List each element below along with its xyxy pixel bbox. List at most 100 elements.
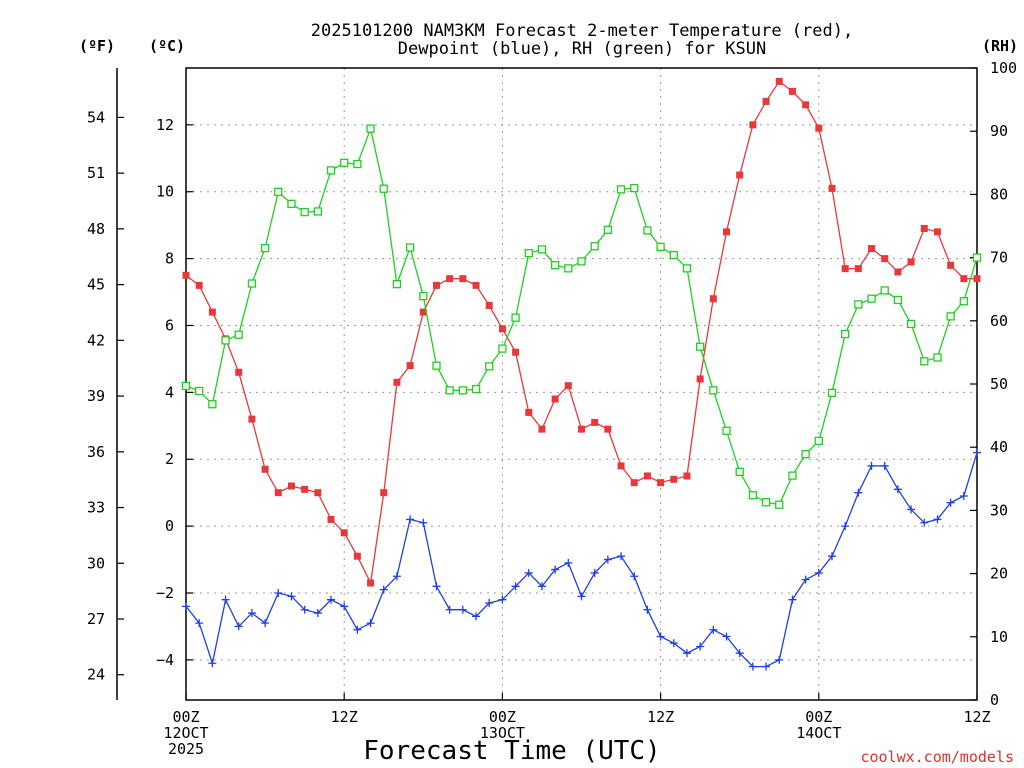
x-tick-label: 13OCT — [480, 724, 525, 742]
celsius-tick-label: 6 — [165, 316, 174, 334]
dewpoint-point — [208, 659, 217, 668]
dewpoint-point — [353, 625, 362, 634]
celsius-tick-label: 0 — [165, 517, 174, 535]
x-tick-label: 00Z — [489, 708, 516, 726]
rh-point — [748, 491, 758, 500]
dewpoint-point — [748, 662, 757, 671]
rh-point — [775, 500, 784, 509]
rh-point — [630, 183, 639, 193]
rh-point — [300, 207, 309, 217]
rh-point — [181, 381, 191, 391]
celsius-tick-label: −2 — [156, 584, 174, 602]
rh-point — [906, 319, 916, 329]
rh-tick-label: 40 — [990, 438, 1008, 456]
2-meter-temperature-point — [327, 515, 335, 523]
2-meter-temperature-point — [960, 275, 968, 283]
2-meter-temperature-point — [314, 489, 322, 497]
rh-point — [511, 313, 520, 322]
rh-point — [287, 199, 296, 209]
dewpoint-point — [867, 461, 876, 470]
rh-point — [260, 243, 270, 253]
data-series — [181, 77, 982, 671]
rh-tick-label: 60 — [990, 312, 1008, 330]
rh-line — [185, 126, 978, 506]
rh-point — [656, 242, 665, 252]
2-meter-temperature-point — [432, 281, 440, 289]
rh-point — [313, 207, 322, 216]
x-axis-label: Forecast Time (UTC) — [363, 736, 660, 766]
rh-point — [274, 187, 283, 197]
celsius-tick-label: 4 — [165, 383, 174, 401]
rh-point — [959, 297, 968, 306]
rh-point — [340, 158, 349, 167]
rh-point — [366, 124, 375, 133]
dewpoint-point — [920, 518, 929, 527]
fahrenheit-tick-label: 54 — [87, 108, 105, 126]
rh-point — [946, 312, 955, 321]
2-meter-temperature-point — [881, 255, 889, 263]
rh-point — [801, 450, 810, 459]
2-meter-temperature-point — [762, 97, 770, 105]
2-meter-temperature-point — [182, 271, 190, 279]
2-meter-temperature-point — [419, 308, 427, 316]
2-meter-temperature-point — [235, 368, 243, 376]
dewpoint-point — [735, 649, 744, 658]
rh-point — [432, 361, 441, 370]
dewpoint-point — [893, 485, 902, 494]
2-meter-temperature-point — [894, 268, 902, 276]
2-meter-temperature-point — [287, 482, 295, 490]
rh-tick-label: 20 — [990, 565, 1008, 583]
rh-point — [458, 386, 468, 395]
rh-point — [485, 362, 494, 371]
fahrenheit-tick-label: 45 — [87, 276, 105, 294]
dewpoint-point — [498, 595, 507, 604]
rh-point — [854, 300, 863, 309]
axes — [116, 67, 978, 701]
2-meter-temperature-point — [564, 382, 572, 390]
2-meter-temperature-point — [512, 348, 520, 356]
2-meter-temperature-point — [973, 275, 981, 283]
dewpoint-point — [261, 619, 270, 628]
dewpoint-point — [669, 639, 678, 648]
rh-point — [471, 384, 481, 394]
dewpoint-point — [182, 602, 190, 611]
rh-tick-label: 100 — [990, 59, 1017, 77]
dewpoint-point — [959, 492, 968, 501]
rh-point — [221, 336, 230, 345]
rh-point — [643, 226, 652, 235]
dewpoint-point — [419, 518, 428, 527]
rh-point — [234, 330, 243, 339]
dewpoint-line — [185, 452, 978, 668]
2-meter-temperature-point — [920, 225, 928, 233]
rh-tick-label: 70 — [990, 249, 1008, 267]
fahrenheit-unit-label: (ºF) — [79, 37, 115, 55]
dewpoint-point — [458, 605, 467, 614]
rh-tick-label: 80 — [990, 185, 1008, 203]
2-meter-temperature-point — [802, 101, 810, 109]
2-meter-temperature-point — [947, 261, 955, 269]
2-meter-temperature-point — [788, 87, 796, 95]
rh-point — [616, 185, 626, 194]
dewpoint-point — [392, 572, 401, 581]
2-meter-temperature-point — [630, 479, 638, 487]
dewpoint-point — [472, 612, 481, 621]
2-meter-temperature-point — [709, 295, 717, 303]
rh-point — [893, 295, 903, 305]
rh-point — [537, 245, 547, 254]
rh-point — [682, 264, 692, 273]
fahrenheit-tick-label: 36 — [87, 443, 105, 461]
rh-point — [419, 292, 428, 301]
x-tick-label: 12Z — [647, 708, 674, 726]
rh-point — [933, 353, 942, 362]
rh-point — [841, 329, 850, 339]
dewpoint-point — [300, 605, 309, 614]
2-meter-temperature-point — [367, 579, 375, 587]
dewpoint-point — [827, 552, 836, 561]
rh-point — [761, 498, 771, 507]
2-meter-temperature-point — [208, 308, 216, 316]
2-meter-temperature-point — [301, 485, 309, 493]
dewpoint-point — [234, 622, 243, 631]
rh-point — [827, 388, 837, 397]
2-meter-temperature-point — [340, 529, 348, 537]
rh-point — [788, 471, 797, 480]
